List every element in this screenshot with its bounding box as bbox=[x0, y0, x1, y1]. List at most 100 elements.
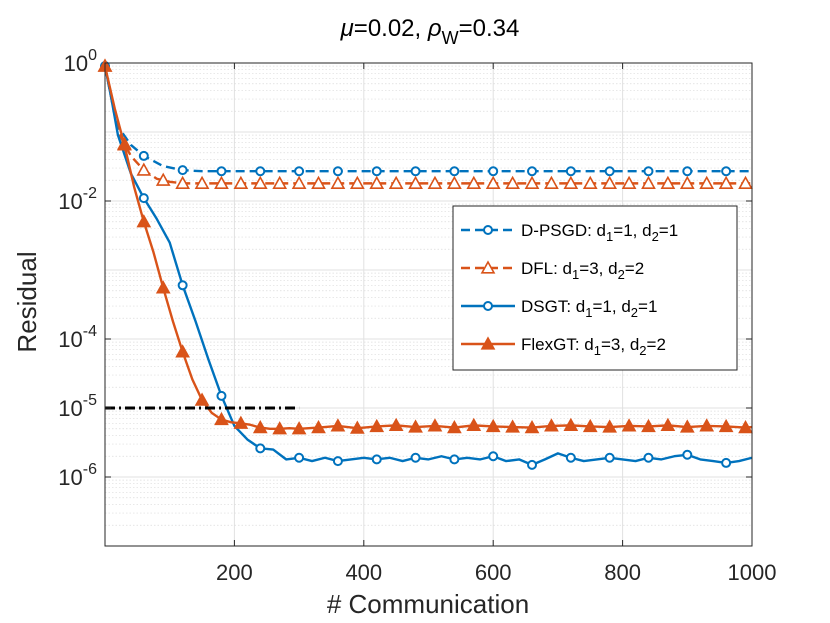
legend-marker bbox=[480, 260, 496, 274]
series-marker-flexgt bbox=[699, 418, 715, 432]
series-marker-d-psgd bbox=[449, 166, 460, 177]
series-marker-flexgt bbox=[602, 419, 618, 433]
series-marker-dsgt bbox=[255, 443, 266, 454]
series-marker-dsgt bbox=[371, 454, 382, 465]
legend-marker bbox=[483, 301, 493, 311]
series-marker-d-psgd bbox=[565, 166, 576, 177]
series-marker-dsgt bbox=[294, 452, 305, 463]
series-marker-flexgt bbox=[718, 418, 734, 433]
series-marker-dfl bbox=[505, 175, 520, 189]
series-marker-flexgt bbox=[447, 419, 462, 434]
x-tick-label: 600 bbox=[475, 560, 512, 585]
series-marker-flexgt bbox=[679, 419, 695, 433]
series-marker-flexgt bbox=[738, 419, 753, 434]
series-marker-d-psgd bbox=[371, 166, 382, 177]
series-marker-dsgt bbox=[721, 457, 732, 468]
series-line-d-psgd bbox=[103, 65, 752, 173]
series-marker-flexgt bbox=[117, 137, 132, 151]
title-rho-symbol: ρ bbox=[427, 15, 442, 42]
series-marker-dsgt bbox=[527, 459, 538, 470]
series-marker-flexgt bbox=[505, 419, 520, 433]
x-tick-label: 800 bbox=[604, 560, 641, 585]
series-marker-dfl bbox=[602, 175, 618, 189]
legend-entry-dsgt: DSGT: d1=1, d2=1 bbox=[461, 297, 657, 320]
x-axis-label: # Communication bbox=[327, 589, 529, 619]
legend-marker bbox=[480, 336, 496, 350]
series-marker-flexgt bbox=[485, 418, 501, 433]
series-marker-dfl bbox=[194, 175, 210, 189]
series-marker-dfl bbox=[252, 175, 268, 189]
series-marker-d-psgd bbox=[488, 166, 499, 177]
series-marker-dfl bbox=[272, 175, 288, 189]
series-marker-flexgt bbox=[544, 418, 559, 432]
series-line-dsgt bbox=[103, 65, 753, 467]
series-marker-flexgt bbox=[155, 280, 171, 294]
series-marker-dfl bbox=[679, 175, 695, 189]
series-d-psgd bbox=[100, 61, 752, 177]
ticks: 200 400 600 800 1000 100 10-2 10-4 10-5 10-6 bbox=[58, 47, 776, 585]
series-dfl bbox=[97, 58, 753, 189]
series-marker-dfl bbox=[485, 175, 501, 189]
series-marker-flexgt bbox=[466, 417, 482, 431]
series-marker-d-psgd bbox=[643, 166, 654, 177]
series-marker-dfl bbox=[349, 175, 365, 189]
series-marker-d-psgd bbox=[177, 165, 188, 176]
series-marker-dsgt bbox=[682, 449, 693, 460]
series-marker-flexgt bbox=[311, 419, 326, 434]
y-tick-label: 10-5 bbox=[58, 392, 97, 421]
series-marker-flexgt bbox=[291, 421, 307, 435]
series-marker-d-psgd bbox=[294, 166, 305, 177]
x-tick-label: 1000 bbox=[728, 560, 777, 585]
series-marker-dsgt bbox=[216, 390, 227, 401]
legend-label: D-PSGD: d1=1, d2=1 bbox=[521, 221, 678, 244]
title-mu-value: =0.02, bbox=[354, 15, 428, 42]
y-tick-label: 10-4 bbox=[58, 323, 97, 352]
series-marker-flexgt bbox=[272, 421, 288, 435]
series-marker-dfl bbox=[175, 175, 190, 189]
series-marker-dsgt bbox=[410, 452, 421, 463]
series-marker-dfl bbox=[524, 175, 540, 189]
series-marker-dsgt bbox=[332, 456, 343, 467]
x-tick-label: 200 bbox=[216, 560, 253, 585]
series-marker-flexgt bbox=[388, 417, 404, 431]
series-marker-flexgt bbox=[408, 419, 423, 433]
series-marker-dsgt bbox=[488, 451, 499, 462]
series-marker-flexgt bbox=[427, 418, 443, 432]
chart-title: μ=0.02, ρW=0.34 bbox=[340, 15, 520, 48]
series-marker-dfl bbox=[544, 175, 559, 189]
series-marker-flexgt bbox=[621, 418, 637, 432]
series-marker-dfl bbox=[369, 175, 385, 189]
legend: D-PSGD: d1=1, d2=1 DFL: d1=3, d2=2 DSGT: d… bbox=[452, 205, 738, 371]
series-marker-dsgt bbox=[177, 280, 188, 291]
series-marker-dfl bbox=[563, 175, 579, 189]
title-rho-subscript: W bbox=[442, 28, 459, 48]
legend-label: FlexGT: d1=3, d2=2 bbox=[521, 335, 666, 358]
legend-label: DFL: d1=3, d2=2 bbox=[521, 259, 644, 282]
series-marker-d-psgd bbox=[527, 166, 538, 177]
series-marker-flexgt bbox=[582, 418, 598, 433]
y-axis-label: Residual bbox=[12, 251, 42, 352]
series-line-dfl bbox=[103, 65, 752, 185]
series-marker-dfl bbox=[233, 175, 249, 189]
legend-entry-dfl: DFL: d1=3, d2=2 bbox=[461, 259, 644, 282]
series-marker-dfl bbox=[136, 162, 152, 176]
title-mu-symbol: μ bbox=[340, 15, 354, 42]
series-marker-flexgt bbox=[641, 418, 656, 433]
y-tick-label: 10-6 bbox=[58, 461, 97, 490]
series-marker-flexgt bbox=[194, 392, 210, 406]
legend-label: DSGT: d1=1, d2=1 bbox=[521, 297, 657, 320]
series-marker-dfl bbox=[427, 175, 443, 189]
series-marker-flexgt bbox=[660, 417, 676, 431]
title-rho-value: =0.34 bbox=[459, 15, 520, 42]
series-marker-dfl bbox=[155, 172, 171, 186]
series-marker-dfl bbox=[641, 175, 656, 189]
x-tick-label: 400 bbox=[345, 560, 382, 585]
series-marker-dfl bbox=[408, 175, 423, 189]
series-marker-dfl bbox=[447, 175, 462, 189]
series-marker-flexgt bbox=[214, 411, 229, 426]
series-marker-dsgt bbox=[565, 452, 576, 463]
series-marker-dfl bbox=[214, 175, 229, 189]
legend-box bbox=[452, 205, 738, 371]
y-tick-label: 10-2 bbox=[58, 185, 97, 214]
